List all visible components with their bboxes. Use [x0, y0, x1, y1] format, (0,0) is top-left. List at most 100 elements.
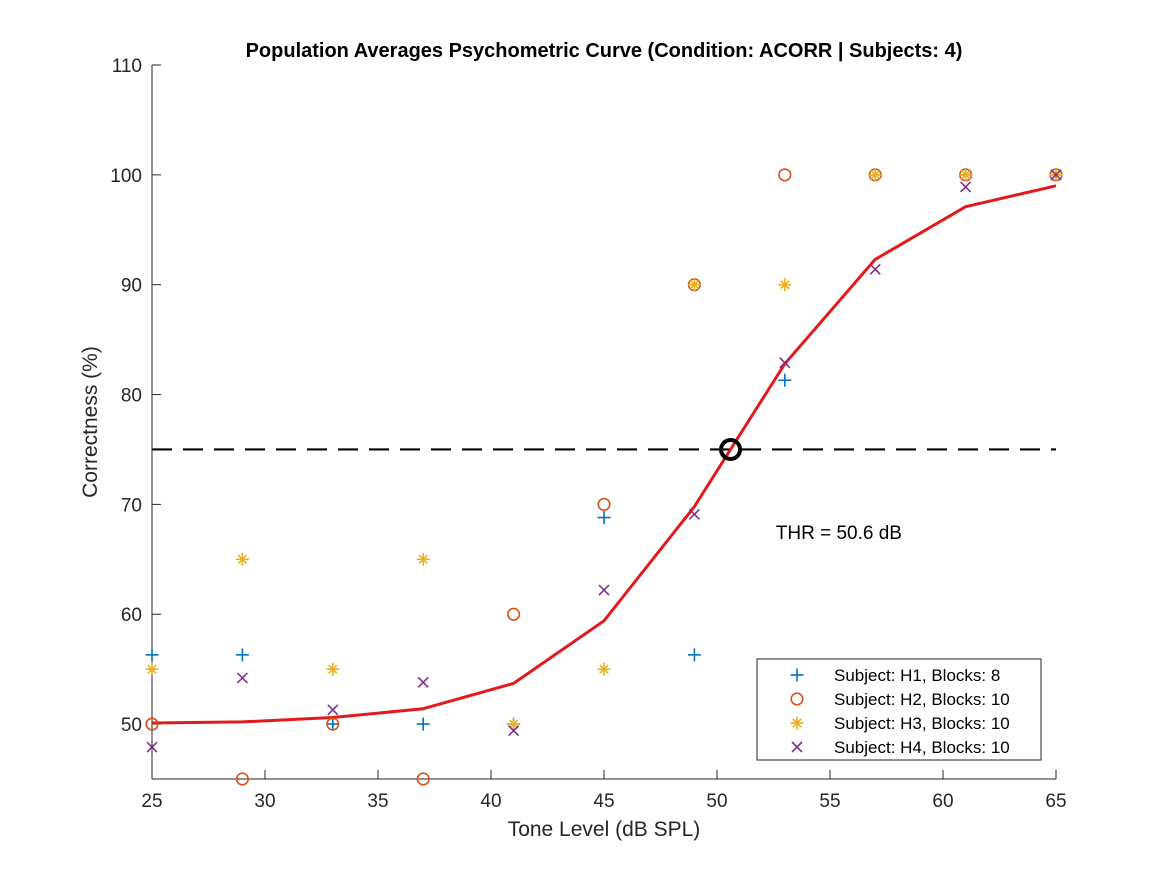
data-point-series-2	[235, 772, 249, 786]
ast-d2	[237, 554, 248, 564]
data-point-series-1	[416, 717, 430, 731]
x-tick-label: 25	[141, 791, 162, 812]
data-point-series-3	[687, 278, 701, 292]
x-d2	[1050, 169, 1062, 181]
circle-ring	[597, 497, 611, 511]
data-point-series-4	[417, 676, 429, 688]
ast-d2	[147, 664, 157, 674]
fit-curve-group	[151, 184, 1057, 725]
data-point-series-4	[688, 508, 700, 520]
data-point-series-2	[778, 168, 792, 182]
x-d2	[236, 672, 248, 684]
data-point-series-2	[506, 607, 521, 621]
data-point-series-2	[326, 717, 340, 731]
data-point-series-4	[779, 357, 791, 369]
x-d2	[146, 741, 158, 753]
y-tick-label: 70	[121, 495, 142, 516]
chart-title: Population Averages Psychometric Curve (…	[246, 40, 963, 62]
fit-curve-line	[151, 184, 1057, 725]
ast-d2	[328, 664, 338, 674]
data-point-series-2	[597, 497, 611, 511]
x-tick-label: 40	[480, 791, 501, 812]
x-d2	[417, 676, 429, 688]
y-axis-title: Correctness (%)	[79, 346, 102, 498]
x-d2	[960, 181, 972, 193]
x-tick-label: 55	[819, 791, 840, 812]
x-d2	[779, 357, 791, 369]
data-point-series-1	[235, 648, 249, 662]
ticks: 25 30 35 40 45 50 55 60 65 50 60 70 80 90 100 110	[110, 56, 1066, 812]
x-axis-title: Tone Level (dB SPL)	[508, 818, 701, 841]
data-point-series-3	[145, 662, 159, 676]
circle-ring	[506, 607, 521, 621]
circle-ring	[145, 717, 159, 731]
data-point-series-3	[235, 552, 249, 566]
data-point-series-1	[687, 648, 701, 662]
x-tick-label: 50	[706, 791, 727, 812]
data-point-series-4	[598, 584, 610, 596]
circle-ring	[416, 772, 430, 786]
ast-d2	[418, 554, 428, 564]
y-tick-label: 50	[121, 715, 142, 736]
ast-d2	[792, 718, 802, 728]
data-point-series-4	[146, 741, 158, 753]
legend-entry-2: Subject: H2, Blocks: 10	[834, 690, 1010, 709]
legend-marker-1	[790, 668, 804, 682]
data-point-series-4	[869, 263, 881, 275]
x-d2	[327, 704, 339, 716]
data-point-series-1	[326, 717, 340, 731]
x-d2	[791, 741, 803, 753]
y-tick-label: 80	[121, 386, 142, 407]
legend-entry-3: Subject: H3, Blocks: 10	[834, 714, 1010, 733]
legend-marker-4	[791, 741, 803, 753]
data-point-series-4	[1050, 169, 1062, 181]
legend-box	[756, 658, 1042, 761]
y-tick-label: 60	[121, 605, 142, 626]
ast-d2	[689, 280, 700, 290]
legend-entry-1: Subject: H1, Blocks: 8	[834, 666, 1000, 685]
data-point-series-1	[597, 511, 611, 525]
ast-d2	[780, 280, 790, 290]
ast-d2	[870, 170, 880, 180]
data-point-series-4	[236, 672, 248, 684]
x-tick-label: 65	[1045, 791, 1066, 812]
x-tick-label: 60	[932, 791, 953, 812]
data-point-series-1	[778, 373, 792, 387]
data-points	[145, 168, 1063, 786]
legend: Subject: H1, Blocks: 8 Subject: H2, Block…	[756, 658, 1042, 761]
data-point-series-3	[778, 278, 792, 292]
data-point-series-3	[326, 662, 340, 676]
data-point-series-2	[145, 717, 159, 731]
y-tick-label: 110	[112, 56, 142, 77]
data-point-series-4	[960, 181, 972, 193]
data-point-series-3	[868, 168, 882, 182]
x-d2	[508, 725, 520, 737]
data-point-series-4	[508, 725, 520, 737]
circle-ring	[326, 717, 340, 731]
ast-d2	[599, 664, 609, 674]
data-point-series-4	[327, 704, 339, 716]
x-tick-label: 45	[593, 791, 614, 812]
legend-marker-3	[790, 716, 804, 730]
x-d2	[869, 263, 881, 275]
threshold-marker-group	[719, 437, 743, 461]
x-tick-label: 35	[367, 791, 388, 812]
y-tick-label: 90	[121, 276, 142, 297]
x-d2	[688, 508, 700, 520]
data-point-series-2	[416, 772, 430, 786]
ast-d2	[960, 170, 971, 180]
x-d2	[598, 584, 610, 596]
circle-ring	[235, 772, 249, 786]
threshold-label: THR = 50.6 dB	[776, 523, 902, 544]
x-tick-label: 30	[254, 791, 275, 812]
data-point-series-1	[145, 648, 159, 662]
threshold-marker	[719, 437, 743, 461]
legend-entry-4: Subject: H4, Blocks: 10	[834, 738, 1010, 757]
y-tick-label: 100	[110, 166, 142, 187]
circle-ring	[778, 168, 792, 182]
data-point-series-3	[416, 552, 430, 566]
legend-marker-2	[790, 692, 804, 706]
data-point-series-3	[959, 168, 973, 182]
